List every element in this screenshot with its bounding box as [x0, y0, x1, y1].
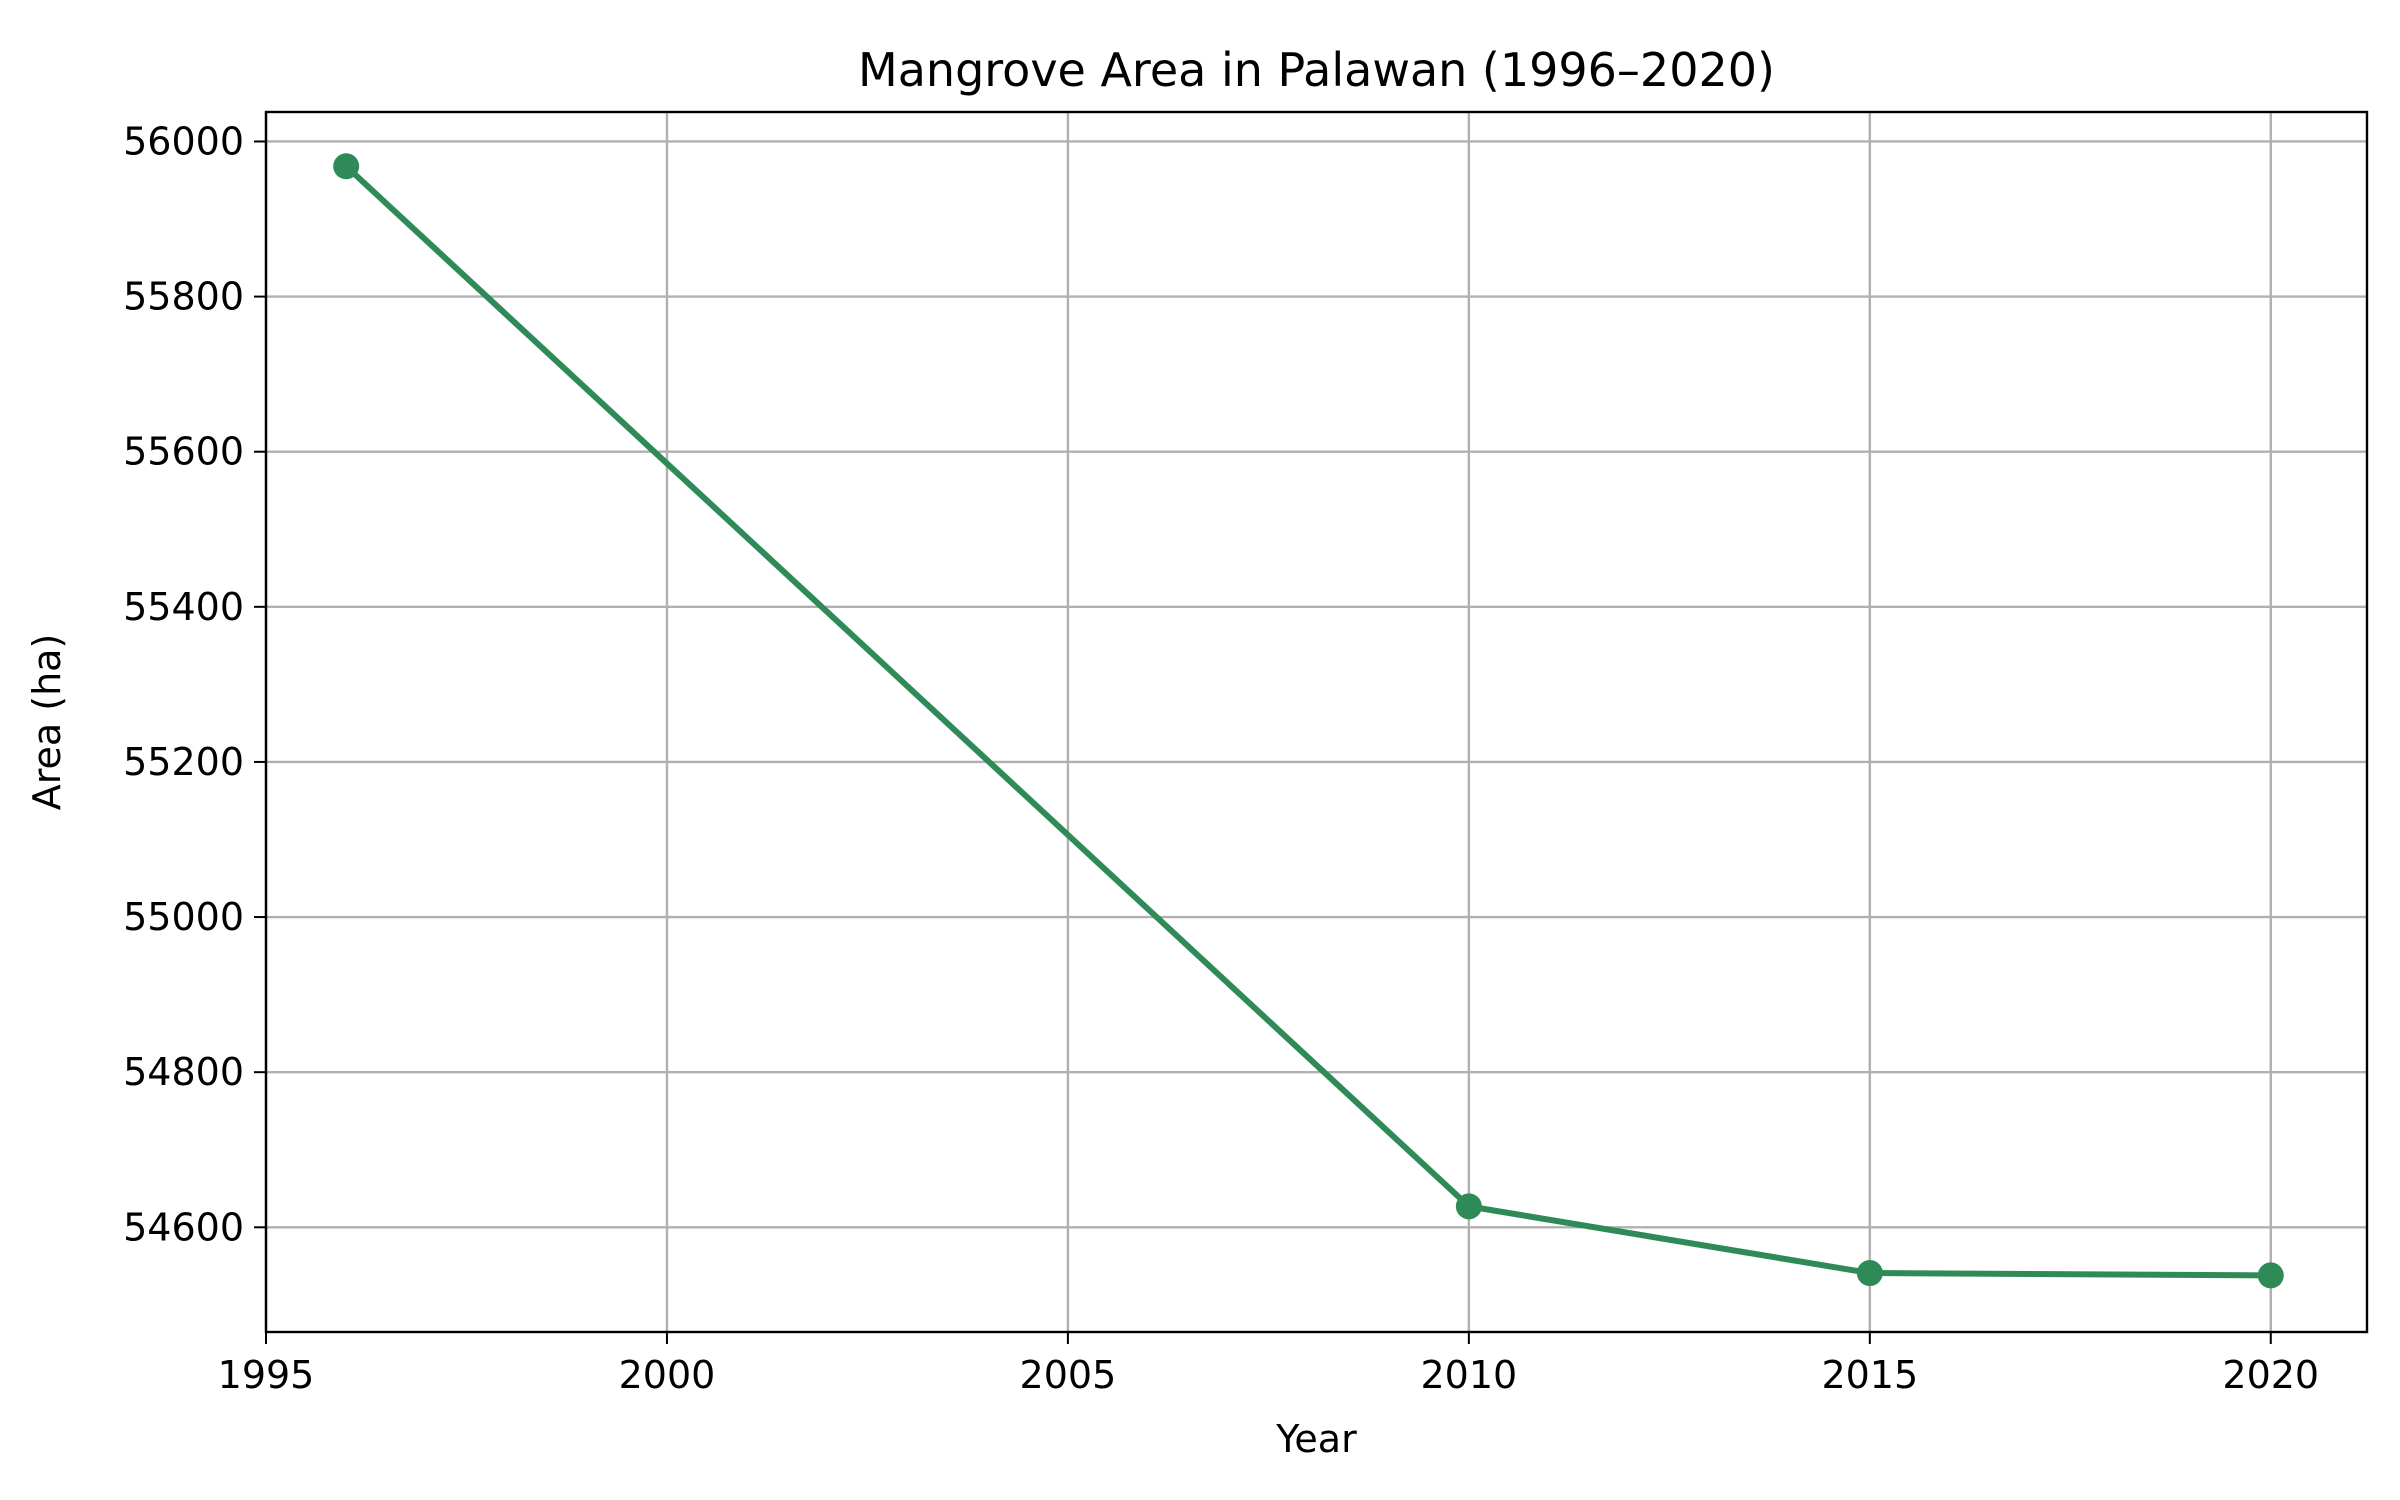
data-point — [1856, 1260, 1883, 1287]
x-tick-label: 2015 — [1821, 1353, 1918, 1397]
chart-title: Mangrove Area in Palawan (1996–2020) — [858, 43, 1775, 97]
x-tick-label: 1995 — [218, 1353, 315, 1397]
y-axis-label: Area (ha) — [25, 634, 69, 811]
y-tick-label: 56000 — [123, 119, 244, 163]
x-tick-label: 2005 — [1020, 1353, 1117, 1397]
x-tick-label: 2010 — [1421, 1353, 1518, 1397]
y-tick-label: 55800 — [123, 275, 244, 319]
series-line — [343, 163, 2274, 1279]
y-tick-label: 55200 — [123, 740, 244, 784]
grid-lines — [264, 112, 2367, 1332]
x-tick-label: 2000 — [619, 1353, 716, 1397]
y-tick-label: 55600 — [123, 430, 244, 474]
y-tick-label: 54800 — [123, 1050, 244, 1094]
x-tick-label: 2020 — [2222, 1353, 2319, 1397]
x-axis-label: Year — [1275, 1417, 1357, 1461]
series-layer — [333, 153, 2284, 1289]
data-point — [1455, 1193, 1482, 1220]
axis-ticks: 1995 2000 2005 2010 2015 2020 54600 54800 55000 5… — [123, 119, 2319, 1397]
data-point — [2257, 1262, 2284, 1289]
y-tick-label: 55400 — [123, 585, 244, 629]
y-tick-label: 54600 — [123, 1205, 244, 1249]
plot-frame — [264, 110, 2369, 1334]
data-point — [333, 153, 360, 180]
y-tick-label: 55000 — [123, 895, 244, 939]
